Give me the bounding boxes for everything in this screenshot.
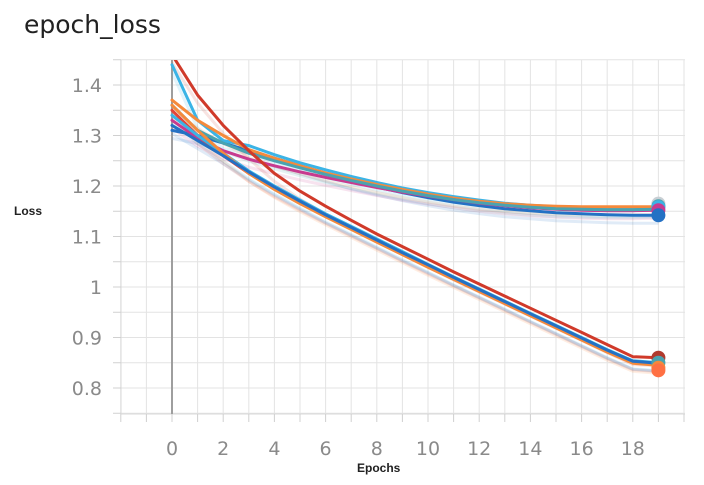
y-tick-label: 1.2 <box>72 176 102 198</box>
y-axis-label: Loss <box>14 204 43 218</box>
x-axis-label: Epochs <box>357 461 401 475</box>
series-lines <box>170 60 660 367</box>
x-tick-label: 6 <box>320 438 332 460</box>
series-line-shadow <box>170 112 659 220</box>
y-tick-label: 1.1 <box>72 227 102 249</box>
end-marker <box>651 363 666 378</box>
y-tick-label: 1.3 <box>72 126 102 148</box>
series-line-3 <box>170 98 660 209</box>
tick-labels: 0 2 4 6 8 10 12 14 16 18 0.8 0.9 1 1.1 1.2 1.3 1.4 <box>72 75 645 460</box>
series-line-10 <box>170 123 660 365</box>
x-tick-label: 12 <box>467 438 491 460</box>
x-tick-label: 0 <box>166 438 178 460</box>
y-tick-label: 1 <box>90 277 102 299</box>
end-marker <box>651 208 666 223</box>
y-tick-label: 1.4 <box>72 75 102 97</box>
x-tick-label: 16 <box>570 438 594 460</box>
grid <box>113 59 685 422</box>
x-tick-label: 8 <box>371 438 383 460</box>
series-line-shadow <box>171 122 659 373</box>
series-line-shadow <box>171 132 659 373</box>
chart-title: epoch_loss <box>24 10 161 39</box>
smoothed-lines <box>170 61 659 375</box>
y-tick-label: 0.9 <box>72 328 102 350</box>
series-line-shadow <box>170 112 659 375</box>
x-tick-label: 2 <box>217 438 229 460</box>
x-tick-label: 14 <box>518 438 542 460</box>
series-line-2 <box>170 63 660 210</box>
x-tick-label: 18 <box>621 438 645 460</box>
series-line-shadow <box>170 117 659 374</box>
end-markers <box>651 196 666 378</box>
x-tick-label: 4 <box>268 438 280 460</box>
x-tick-label: 10 <box>416 438 440 460</box>
series-line-6 <box>173 60 660 360</box>
series-line-shadow <box>171 106 659 217</box>
y-tick-label: 0.8 <box>72 378 102 400</box>
series-line-shadow <box>171 127 659 221</box>
